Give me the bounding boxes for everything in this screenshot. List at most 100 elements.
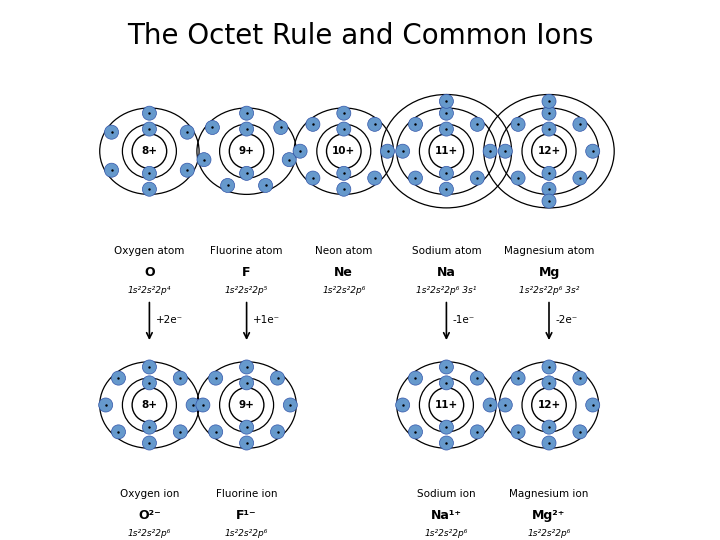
Circle shape — [483, 398, 497, 412]
Circle shape — [258, 178, 273, 192]
Circle shape — [408, 371, 423, 385]
Circle shape — [439, 166, 454, 180]
Circle shape — [573, 371, 587, 385]
Circle shape — [143, 122, 156, 136]
Circle shape — [274, 120, 288, 134]
Circle shape — [408, 117, 423, 131]
Circle shape — [337, 106, 351, 120]
Circle shape — [368, 117, 382, 131]
Circle shape — [439, 360, 454, 374]
Circle shape — [283, 398, 297, 412]
Circle shape — [439, 94, 454, 109]
Text: 9+: 9+ — [238, 400, 255, 410]
Circle shape — [143, 436, 156, 450]
Circle shape — [306, 171, 320, 185]
Circle shape — [408, 171, 423, 185]
Circle shape — [186, 398, 200, 412]
Circle shape — [531, 134, 566, 168]
Circle shape — [143, 182, 156, 196]
Circle shape — [220, 178, 235, 192]
Circle shape — [511, 371, 525, 385]
Circle shape — [306, 117, 320, 131]
Circle shape — [542, 122, 556, 136]
Circle shape — [112, 371, 125, 385]
Text: F¹⁻: F¹⁻ — [236, 509, 257, 522]
Circle shape — [368, 171, 382, 185]
Text: +1e⁻: +1e⁻ — [253, 315, 280, 325]
Circle shape — [104, 163, 119, 177]
Circle shape — [240, 166, 253, 180]
Circle shape — [197, 153, 211, 167]
Text: Sodium atom: Sodium atom — [412, 246, 481, 256]
Text: 1s²2s²2p⁶ 3s¹: 1s²2s²2p⁶ 3s¹ — [416, 286, 477, 295]
Circle shape — [542, 360, 556, 374]
Text: 1s²2s²2p⁶: 1s²2s²2p⁶ — [527, 529, 571, 538]
Circle shape — [271, 371, 284, 385]
Circle shape — [240, 436, 253, 450]
Circle shape — [511, 425, 525, 439]
Circle shape — [573, 117, 587, 131]
Circle shape — [396, 398, 410, 412]
Circle shape — [439, 106, 454, 120]
Text: Oxygen ion: Oxygen ion — [120, 489, 179, 499]
Text: 1s²2s²2p⁵: 1s²2s²2p⁵ — [225, 286, 269, 295]
Text: 9+: 9+ — [238, 146, 255, 156]
Circle shape — [498, 398, 513, 412]
Circle shape — [229, 134, 264, 168]
Text: 1s²2s²2p⁶: 1s²2s²2p⁶ — [225, 529, 269, 538]
Circle shape — [229, 388, 264, 422]
Text: Magnesium atom: Magnesium atom — [504, 246, 594, 256]
Text: 12+: 12+ — [537, 146, 561, 156]
Circle shape — [542, 194, 556, 208]
Text: 11+: 11+ — [435, 400, 458, 410]
Circle shape — [439, 420, 454, 434]
Text: 8+: 8+ — [141, 146, 158, 156]
Circle shape — [542, 166, 556, 180]
Circle shape — [240, 376, 253, 390]
Circle shape — [132, 388, 167, 422]
Circle shape — [511, 171, 525, 185]
Text: 12+: 12+ — [537, 400, 561, 410]
Text: 1s²2s²2p⁶ 3s²: 1s²2s²2p⁶ 3s² — [519, 286, 579, 295]
Text: -2e⁻: -2e⁻ — [556, 315, 577, 325]
Circle shape — [180, 125, 194, 139]
Text: 1s²2s²2p⁶: 1s²2s²2p⁶ — [322, 286, 366, 295]
Circle shape — [180, 163, 194, 177]
Text: Mg²⁺: Mg²⁺ — [532, 509, 566, 522]
Circle shape — [542, 182, 556, 196]
Circle shape — [174, 425, 187, 439]
Circle shape — [470, 425, 485, 439]
Circle shape — [483, 144, 497, 158]
Text: 1s²2s²2p⁶: 1s²2s²2p⁶ — [425, 529, 468, 538]
Text: Na: Na — [437, 266, 456, 279]
Circle shape — [573, 171, 587, 185]
Circle shape — [573, 425, 587, 439]
Text: -1e⁻: -1e⁻ — [453, 315, 475, 325]
Text: Magnesium ion: Magnesium ion — [509, 489, 589, 499]
Text: 1s²2s²2p⁴: 1s²2s²2p⁴ — [127, 286, 171, 295]
Circle shape — [143, 420, 156, 434]
Circle shape — [196, 398, 210, 412]
Circle shape — [282, 153, 296, 167]
Text: Fluorine ion: Fluorine ion — [216, 489, 277, 499]
Circle shape — [99, 398, 113, 412]
Text: 11+: 11+ — [435, 146, 458, 156]
Circle shape — [542, 420, 556, 434]
Circle shape — [209, 371, 222, 385]
Text: O: O — [144, 266, 155, 279]
Text: O²⁻: O²⁻ — [138, 509, 161, 522]
Text: Ne: Ne — [334, 266, 354, 279]
Circle shape — [143, 166, 156, 180]
Circle shape — [112, 425, 125, 439]
Circle shape — [531, 388, 566, 422]
Circle shape — [327, 134, 361, 168]
Circle shape — [542, 106, 556, 120]
Text: Oxygen atom: Oxygen atom — [114, 246, 184, 256]
Circle shape — [470, 171, 485, 185]
Circle shape — [439, 122, 454, 136]
Circle shape — [408, 425, 423, 439]
Circle shape — [240, 122, 253, 136]
Circle shape — [498, 144, 513, 158]
Text: Sodium ion: Sodium ion — [417, 489, 476, 499]
Text: The Octet Rule and Common Ions: The Octet Rule and Common Ions — [127, 22, 593, 50]
